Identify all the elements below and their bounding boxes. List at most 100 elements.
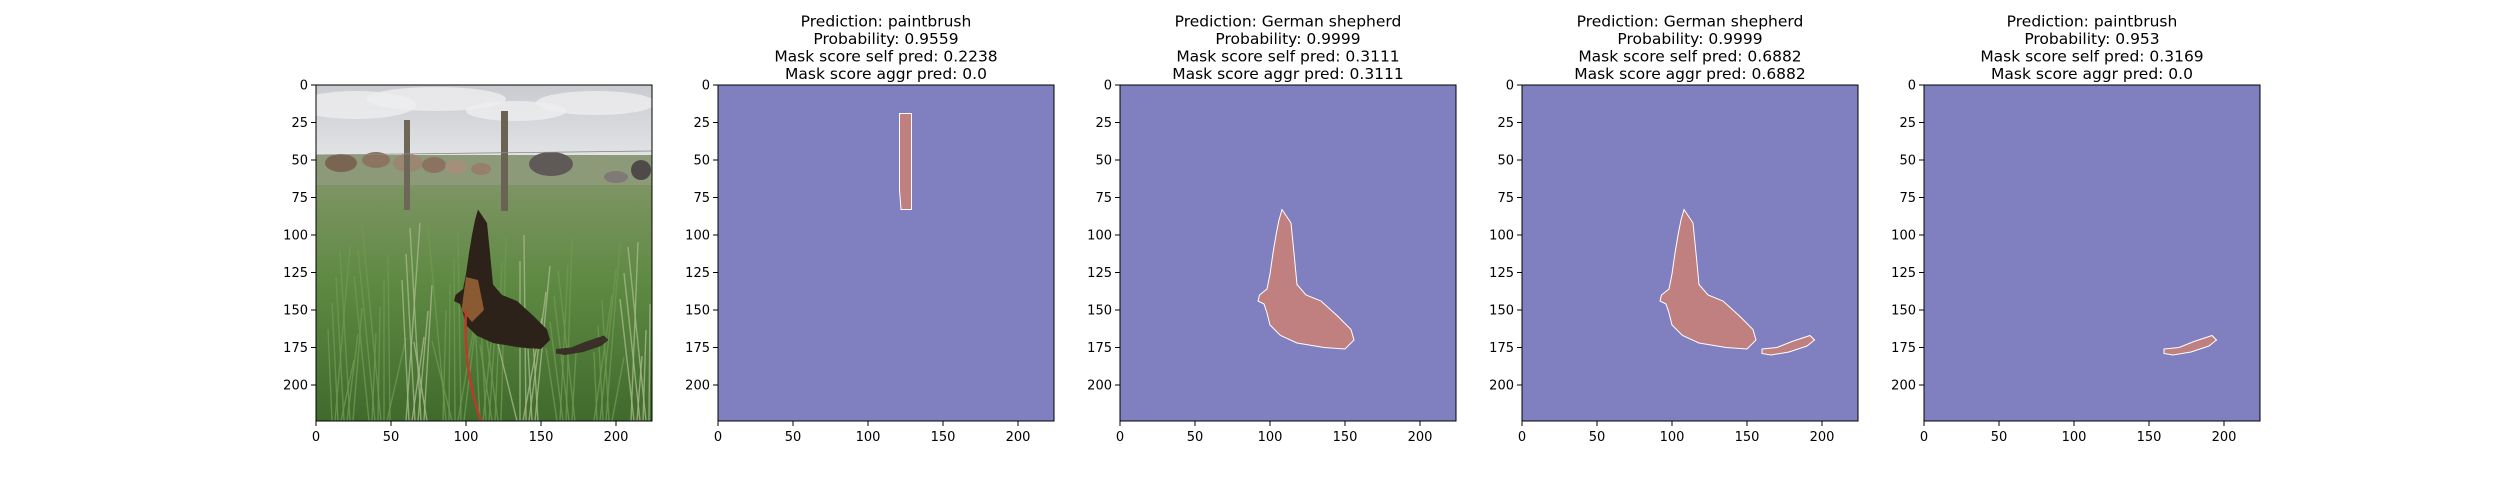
x-tick-label: 150 [931,430,956,445]
x-tick-label: 200 [2212,430,2237,445]
mask-background [718,85,1054,421]
panel-title-line: Mask score aggr pred: 0.0 [785,65,987,83]
y-tick-label: 25 [1095,116,1112,131]
y-tick-label: 100 [685,229,710,244]
y-tick-label: 25 [693,116,710,131]
y-tick-label: 150 [1087,304,1112,319]
y-tick-label: 125 [1489,266,1514,281]
mask-region-dog [1659,208,1757,350]
panel-4: 0 50 100 150 200 0 25 50 75 100 125 150 175 200 Predic… [1489,13,1859,445]
x-tick-label: 0 [1920,430,1928,445]
y-tick-label: 0 [300,79,308,94]
y-tick-label: 100 [283,229,308,244]
y-tick-label: 0 [1506,79,1514,94]
y-tick-label: 25 [1497,116,1514,131]
mask-region-dog [1257,208,1355,350]
panel-title-line: Mask score self pred: 0.6882 [1578,48,1801,66]
x-tick-label: 200 [1408,430,1433,445]
x-tick-label: 0 [1116,430,1124,445]
panel-title-line: Mask score self pred: 0.2238 [774,48,997,66]
panel-title-line: Probability: 0.9559 [813,30,958,48]
y-tick-label: 125 [1087,266,1112,281]
y-tick-label: 150 [685,304,710,319]
y-tick-label: 150 [283,304,308,319]
x-tick-label: 100 [2062,430,2087,445]
y-tick-label: 175 [1087,341,1112,356]
panel-5: 0 50 100 150 200 0 25 50 75 100 125 150 175 200 Predic… [1891,13,2261,445]
x-tick-label: 150 [529,430,554,445]
x-tick-label: 150 [1735,430,1760,445]
x-tick-label: 0 [1518,430,1526,445]
panel-2: 0 50 100 150 200 0 25 50 75 100 125 150 175 200 Predic… [685,13,1055,445]
y-tick-label: 100 [1891,229,1916,244]
panel-1: 0 50 100 150 200 0 25 50 75 100 125 150 175 200 [283,79,653,445]
x-tick-label: 100 [1660,430,1685,445]
y-tick-label: 125 [1891,266,1916,281]
panel-title-line: Prediction: paintbrush [2007,13,2178,31]
y-tick-label: 200 [685,379,710,394]
y-tick-label: 175 [1891,341,1916,356]
y-tick-label: 200 [1891,379,1916,394]
y-tick-label: 75 [1899,191,1916,206]
y-tick-label: 200 [1087,379,1112,394]
photo-dog-cows-field [316,85,652,421]
panel-3: 0 50 100 150 200 0 25 50 75 100 125 150 175 200 Predic… [1087,13,1457,445]
mask-region-tail [1761,334,1816,356]
x-tick-label: 100 [856,430,881,445]
y-tick-label: 50 [291,154,308,169]
panel-title-line: Mask score aggr pred: 0.3111 [1172,65,1404,83]
y-tick-label: 75 [291,191,308,206]
y-tick-label: 100 [1087,229,1112,244]
y-tick-label: 150 [1891,304,1916,319]
x-tick-label: 50 [383,430,400,445]
panel-title-line: Probability: 0.953 [2024,30,2159,48]
y-tick-label: 75 [1095,191,1112,206]
y-tick-label: 175 [685,341,710,356]
x-tick-label: 100 [454,430,479,445]
y-tick-label: 125 [685,266,710,281]
x-tick-label: 50 [1589,430,1606,445]
x-tick-label: 200 [1810,430,1835,445]
axes-frame [1521,84,1859,422]
y-tick-label: 75 [693,191,710,206]
panel-title-line: Mask score aggr pred: 0.0 [1991,65,2193,83]
panel-title-line: Mask score aggr pred: 0.6882 [1574,65,1806,83]
y-tick-label: 0 [1104,79,1112,94]
y-tick-label: 200 [283,379,308,394]
x-tick-label: 0 [312,430,320,445]
mask-region-post [899,113,912,210]
y-tick-label: 50 [1899,154,1916,169]
x-tick-label: 50 [1991,430,2008,445]
mask-background [1924,85,2260,421]
panel-title-line: Prediction: German shepherd [1175,13,1402,31]
y-tick-label: 50 [1095,154,1112,169]
x-tick-label: 50 [1187,430,1204,445]
panel-title-line: Prediction: paintbrush [801,13,972,31]
y-tick-label: 175 [1489,341,1514,356]
mask-region-tail [2163,334,2218,356]
x-tick-label: 150 [2137,430,2162,445]
axes-frame [1119,84,1457,422]
x-tick-label: 200 [604,430,629,445]
x-tick-label: 50 [785,430,802,445]
x-tick-label: 0 [714,430,722,445]
y-tick-label: 25 [291,116,308,131]
panel-title-line: Prediction: German shepherd [1577,13,1804,31]
panel-title-line: Probability: 0.9999 [1215,30,1360,48]
y-tick-label: 0 [1908,79,1916,94]
y-tick-label: 100 [1489,229,1514,244]
y-tick-label: 200 [1489,379,1514,394]
x-tick-label: 200 [1006,430,1031,445]
x-tick-label: 100 [1258,430,1283,445]
y-tick-label: 50 [693,154,710,169]
y-tick-label: 0 [702,79,710,94]
x-tick-label: 150 [1333,430,1358,445]
panel-title-line: Probability: 0.9999 [1617,30,1762,48]
panel-title-line: Mask score self pred: 0.3169 [1980,48,2203,66]
y-tick-label: 75 [1497,191,1514,206]
y-tick-label: 150 [1489,304,1514,319]
y-tick-label: 125 [283,266,308,281]
y-tick-label: 175 [283,341,308,356]
axes-frame [315,84,653,422]
